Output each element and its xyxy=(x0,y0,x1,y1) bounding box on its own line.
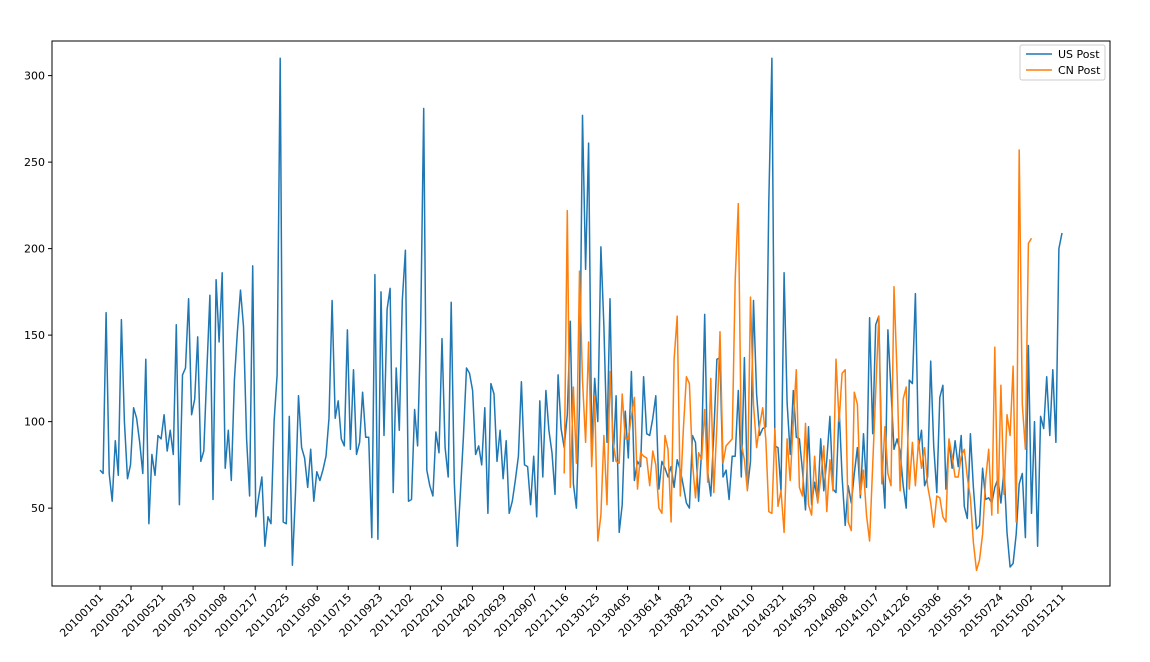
legend-label-cn-post: CN Post xyxy=(1058,64,1101,77)
y-tick-label: 300 xyxy=(24,70,45,83)
y-tick-label: 100 xyxy=(24,416,45,429)
series-line-us-post xyxy=(99,57,1063,568)
y-axis: 50 100 150 200 250 300 xyxy=(24,70,52,515)
y-tick-label: 150 xyxy=(24,329,45,342)
x-axis: 2010010120100312201005212010073020101008… xyxy=(57,586,1068,640)
y-tick-label: 200 xyxy=(24,243,45,256)
y-tick-label: 250 xyxy=(24,156,45,169)
series-line-cn-post xyxy=(563,149,1033,572)
y-tick-label: 50 xyxy=(31,502,45,515)
series-lines xyxy=(99,57,1063,572)
legend-label-us-post: US Post xyxy=(1058,48,1100,61)
legend: US Post CN Post xyxy=(1019,44,1106,81)
